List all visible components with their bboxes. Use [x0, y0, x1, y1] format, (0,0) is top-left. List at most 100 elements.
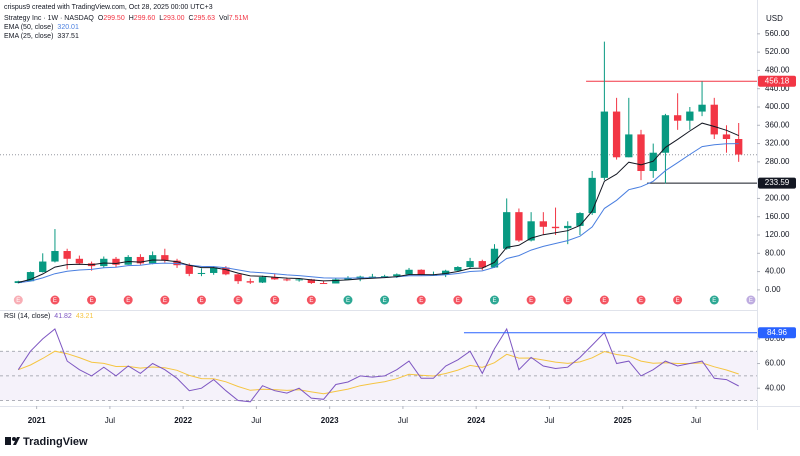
candle-body: [124, 256, 132, 265]
x-tick-label: 2021: [28, 416, 46, 425]
legend-text: 41.82: [54, 313, 72, 320]
logo-part: [5, 437, 11, 445]
earnings-label: E: [456, 298, 460, 304]
candle-body: [539, 221, 547, 227]
legend-text: RSI (14, close): [4, 313, 50, 320]
candle-body: [625, 134, 633, 158]
rsi-y-tick-label: 60.00: [765, 359, 786, 368]
candle-body: [185, 265, 193, 274]
candle-body: [576, 213, 584, 226]
candle-body: [161, 255, 169, 261]
y-tick-label: 120.00: [765, 230, 790, 239]
earnings-marker: [599, 295, 609, 305]
earnings-marker: [380, 295, 390, 305]
earnings-label: E: [639, 298, 643, 304]
x-tick-label: 2025: [614, 416, 632, 425]
y-tick-label: 360.00: [765, 120, 790, 129]
candle-body: [283, 279, 291, 281]
earnings-label: E: [749, 298, 753, 304]
brand-name: TradingView: [23, 436, 88, 448]
legend-text: Strategy Inc · 1W · NASDAQ: [4, 15, 94, 22]
logo-part: [12, 437, 16, 441]
legend-text: 337.51: [57, 33, 79, 40]
x-tick-label: 2023: [321, 416, 339, 425]
earnings-marker: [13, 295, 23, 305]
watermark: crispus9 created with TradingView.com, O…: [4, 4, 213, 11]
y-tick-label: 200.00: [765, 194, 790, 203]
earnings-label: E: [273, 298, 277, 304]
candle-body: [173, 260, 181, 266]
earnings-marker: [87, 295, 97, 305]
candle-body: [490, 248, 499, 268]
candle-body: [393, 274, 401, 277]
legend-text: 320.01: [57, 24, 79, 31]
earnings-label: E: [16, 298, 20, 304]
y-tick-label: 320.00: [765, 139, 790, 148]
legend-text: EMA (50, close): [4, 24, 53, 31]
candle-body: [503, 212, 511, 249]
logo-part: [13, 437, 20, 445]
price-label-box: [758, 177, 796, 189]
brand-logo: [5, 437, 20, 445]
candle-body: [210, 267, 218, 273]
candle-body: [722, 134, 731, 139]
legend-line: RSI (14, close) 41.82 43.21: [4, 313, 93, 320]
candle-body: [51, 251, 59, 262]
candle-body: [234, 274, 242, 282]
y-tick-label: 0.00: [765, 285, 781, 294]
earnings-marker: [416, 295, 426, 305]
price-label-box: [758, 75, 796, 87]
y-tick-label: 40.00: [765, 267, 786, 276]
earnings-marker: [673, 295, 683, 305]
candle-body: [368, 276, 377, 278]
candle-body: [698, 104, 706, 112]
earnings-label: E: [419, 298, 423, 304]
legend-text: 299.50: [103, 15, 125, 22]
candle-body: [710, 104, 718, 135]
earnings-marker: [746, 295, 756, 305]
candle-body: [478, 261, 486, 268]
ema-line: [18, 122, 739, 283]
legend-text: 43.21: [76, 313, 94, 320]
candle-body: [112, 258, 120, 265]
legend-text: 299.60: [134, 15, 156, 22]
earnings-marker: [526, 295, 536, 305]
earnings-label: E: [529, 298, 533, 304]
candle-body: [637, 134, 645, 172]
legend-text: 295.63: [194, 15, 216, 22]
candle-body: [673, 115, 682, 121]
legend-text: O: [98, 15, 104, 22]
candle-body: [564, 225, 572, 229]
price-label: 233.59: [765, 178, 790, 187]
earnings-label: E: [566, 298, 570, 304]
earnings-label: E: [602, 298, 606, 304]
y-tick-label: 480.00: [765, 66, 790, 75]
candle-body: [26, 272, 35, 282]
legend-text: Vol: [219, 15, 229, 22]
candle-body: [75, 258, 84, 264]
legend-text: H: [129, 15, 134, 22]
price-label: 456.18: [765, 76, 790, 85]
candle-body: [612, 111, 621, 158]
candle-body: [222, 267, 230, 275]
x-tick-label: Jul: [398, 416, 408, 425]
x-tick-label: Jul: [691, 416, 701, 425]
candle-body: [380, 276, 389, 278]
x-tick-label: 2022: [174, 416, 192, 425]
candle-body: [649, 152, 657, 172]
candle-body: [417, 269, 425, 275]
x-tick-label: Jul: [544, 416, 554, 425]
legend-text: L: [159, 15, 163, 22]
earnings-label: E: [346, 298, 350, 304]
earnings-label: E: [199, 298, 203, 304]
candle-body: [686, 111, 694, 121]
x-tick-label: 2024: [467, 416, 485, 425]
candle-body: [258, 277, 267, 283]
earnings-marker: [306, 295, 316, 305]
rsi-ma-line: [18, 350, 739, 395]
earnings-marker: [636, 295, 646, 305]
legend-text: EMA (25, close): [4, 33, 53, 40]
earnings-marker: [196, 295, 206, 305]
